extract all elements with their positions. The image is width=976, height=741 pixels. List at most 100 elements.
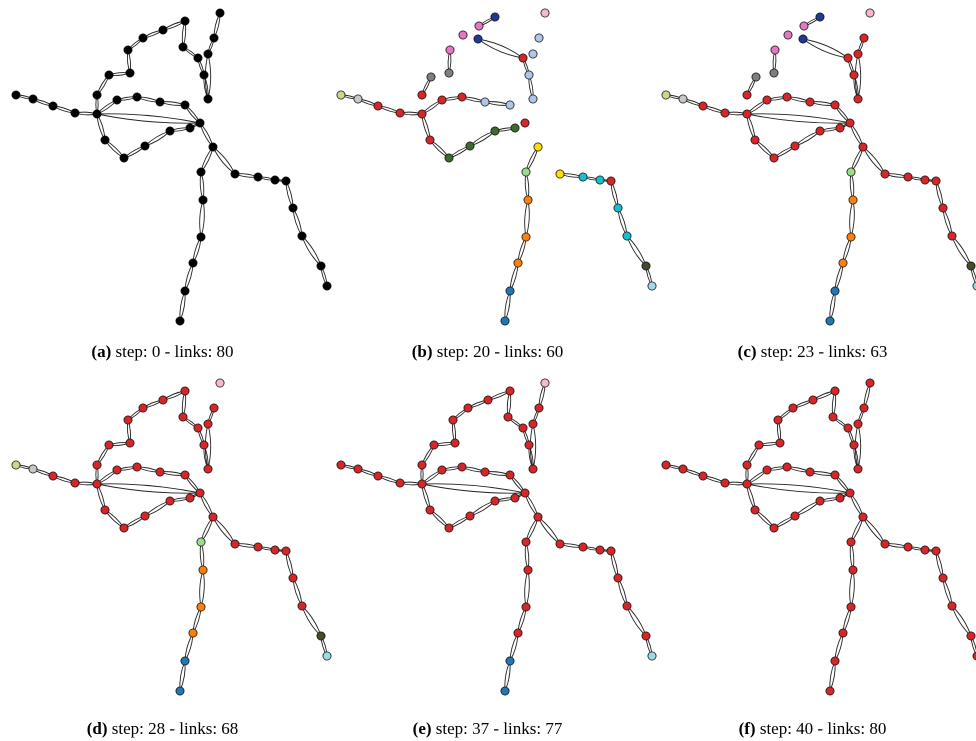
network-node <box>880 169 890 179</box>
network-node <box>11 90 21 100</box>
network-node <box>395 478 405 488</box>
network-node <box>720 108 730 118</box>
link-edge <box>626 605 647 637</box>
network-node <box>798 34 808 44</box>
network-node <box>140 141 150 151</box>
network-node <box>698 101 708 111</box>
network-node <box>425 135 435 145</box>
network-node <box>203 464 213 474</box>
network-node <box>595 545 605 555</box>
network-node <box>830 286 840 296</box>
network-node <box>505 386 515 396</box>
network-node <box>503 412 513 422</box>
network-node <box>138 33 148 43</box>
link-edge <box>951 235 972 267</box>
link-edge <box>746 483 851 494</box>
network-node <box>373 471 383 481</box>
network-node <box>880 539 890 549</box>
link-edge <box>862 146 886 175</box>
network-node <box>830 386 840 396</box>
network-node <box>180 386 190 396</box>
network-node <box>698 471 708 481</box>
network-node <box>417 460 427 470</box>
link-edge <box>746 483 851 494</box>
link-edge <box>951 605 972 637</box>
network-node <box>578 542 588 552</box>
network-node <box>846 537 856 547</box>
network-node <box>524 440 534 450</box>
network-node <box>846 167 856 177</box>
network-node <box>641 631 651 641</box>
link-edge <box>477 38 524 59</box>
network-node <box>647 651 657 661</box>
network-node <box>417 479 427 489</box>
network-node <box>123 45 133 55</box>
network-node <box>112 465 122 475</box>
network-node <box>193 423 203 433</box>
network-node <box>661 90 671 100</box>
network-node <box>281 546 291 556</box>
network-node <box>100 505 110 515</box>
network-node <box>510 493 520 503</box>
network-node <box>848 195 858 205</box>
network-node <box>444 153 454 163</box>
network-node <box>825 316 835 326</box>
network-graph-a <box>11 8 332 326</box>
network-node <box>199 440 209 450</box>
network-graph-f <box>661 378 976 696</box>
network-node <box>426 72 436 82</box>
network-node <box>119 523 129 533</box>
link-edge <box>301 605 322 637</box>
network-node <box>555 539 565 549</box>
network-node <box>848 565 858 575</box>
edges <box>665 382 976 692</box>
link-edge <box>802 38 849 59</box>
network-node <box>138 403 148 413</box>
network-graph-b <box>336 8 657 326</box>
network-node <box>208 512 218 522</box>
network-node <box>947 601 957 611</box>
network-node <box>155 97 165 107</box>
network-node <box>534 33 544 43</box>
network-node <box>316 261 326 271</box>
network-node <box>505 470 515 480</box>
network-node <box>288 203 298 213</box>
network-node <box>196 167 206 177</box>
network-node <box>769 153 779 163</box>
network-node <box>520 488 530 498</box>
network-node <box>188 258 198 268</box>
network-node <box>773 415 783 425</box>
network-node <box>521 537 531 547</box>
network-node <box>444 523 454 533</box>
network-node <box>521 167 531 177</box>
network-node <box>395 108 405 118</box>
network-node <box>853 49 863 59</box>
link-edge <box>301 235 322 267</box>
network-node <box>661 460 671 470</box>
network-node <box>270 175 280 185</box>
network-node <box>353 464 363 474</box>
network-node <box>843 423 853 433</box>
network-node <box>750 135 760 145</box>
caption-a: (a) step: 0 - links: 80 <box>91 342 234 361</box>
network-node <box>70 108 80 118</box>
network-node <box>931 176 941 186</box>
network-node <box>788 403 798 413</box>
network-node <box>180 100 190 110</box>
network-node <box>353 94 363 104</box>
network-node <box>188 628 198 638</box>
network-node <box>178 412 188 422</box>
network-node <box>203 49 213 59</box>
network-node <box>775 438 785 448</box>
panel-b: (b) step: 20 - links: 60 <box>325 0 657 370</box>
network-node <box>28 94 38 104</box>
network-node <box>448 415 458 425</box>
link-edge <box>537 516 561 545</box>
network-node <box>437 465 447 475</box>
network-node <box>196 537 206 547</box>
network-node <box>281 176 291 186</box>
panel-d: (d) step: 28 - links: 68 <box>0 370 332 740</box>
link-edge <box>96 483 201 494</box>
network-node <box>938 573 948 583</box>
link-edge <box>301 605 322 637</box>
